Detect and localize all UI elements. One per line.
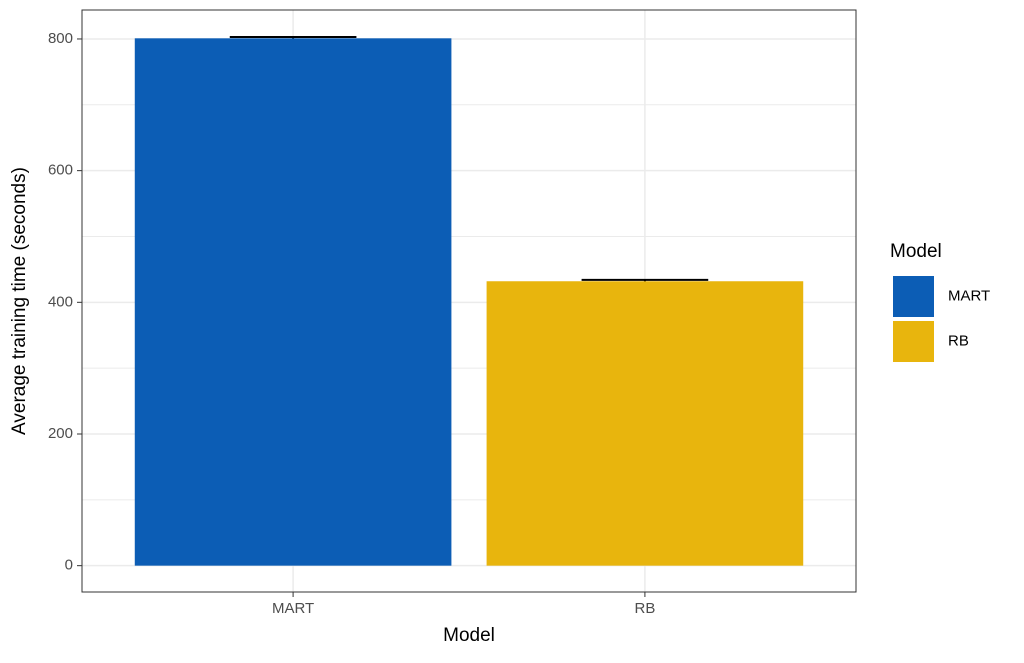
plot-border (81, 9, 857, 593)
y-tick-label: 600 (48, 162, 73, 179)
x-axis-title: Model (443, 625, 495, 646)
legend-key (893, 321, 934, 362)
y-tick-label: 800 (48, 30, 73, 47)
y-tick-label: 0 (65, 557, 73, 574)
x-tick-label: RB (634, 600, 655, 617)
y-tick-label: 200 (48, 425, 73, 442)
legend-title: Model (890, 241, 942, 262)
legend-key (893, 276, 934, 317)
y-axis-title: Average training time (seconds) (9, 167, 30, 435)
bar (486, 281, 804, 566)
y-tick-label: 400 (48, 293, 73, 310)
bar (134, 38, 452, 566)
x-tick-label: MART (272, 600, 314, 617)
legend-label: MART (948, 287, 990, 304)
legend-label: RB (948, 332, 969, 349)
